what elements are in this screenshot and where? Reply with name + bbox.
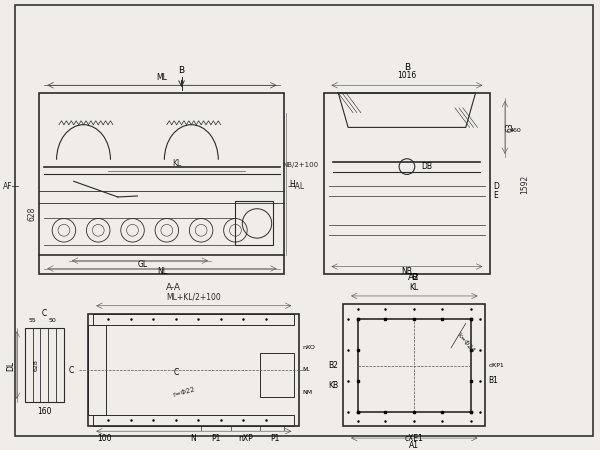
Text: NB: NB — [401, 267, 412, 276]
Text: 628: 628 — [34, 360, 39, 371]
Text: 50: 50 — [48, 319, 56, 324]
Text: C: C — [173, 368, 179, 377]
Text: NM: NM — [302, 390, 312, 395]
Bar — [260, 353, 294, 397]
Text: E: E — [493, 192, 498, 201]
Text: 100: 100 — [97, 434, 112, 443]
Text: cXE1: cXE1 — [404, 434, 423, 443]
Text: 1016: 1016 — [397, 72, 416, 81]
Text: P1: P1 — [270, 434, 280, 443]
Text: B2: B2 — [328, 361, 338, 370]
Text: M: M — [302, 368, 307, 373]
Text: 1592: 1592 — [520, 175, 529, 194]
Bar — [235, 201, 272, 245]
Text: 628: 628 — [28, 207, 37, 221]
Text: KB: KB — [328, 381, 338, 390]
Text: B: B — [178, 67, 185, 76]
Bar — [94, 414, 294, 426]
Text: A1: A1 — [409, 441, 419, 450]
Text: NB/2+100: NB/2+100 — [283, 162, 319, 168]
Text: C: C — [68, 366, 74, 375]
Text: DB: DB — [422, 162, 433, 171]
Text: B1: B1 — [488, 376, 498, 385]
Text: A-A: A-A — [166, 283, 181, 292]
Text: D: D — [493, 182, 499, 191]
Bar — [48, 328, 56, 402]
Text: KL: KL — [172, 158, 181, 167]
Text: nXO: nXO — [302, 345, 315, 350]
Bar — [343, 304, 485, 426]
Text: AF—: AF— — [2, 182, 20, 191]
Text: nXP: nXP — [238, 434, 253, 443]
Text: H: H — [289, 180, 295, 189]
Text: 160: 160 — [37, 407, 52, 416]
Bar — [25, 328, 64, 402]
Text: —AL: —AL — [287, 182, 304, 191]
Text: A2: A2 — [408, 273, 419, 282]
Text: KL: KL — [409, 283, 418, 292]
Bar — [94, 314, 294, 325]
Text: dXP1: dXP1 — [488, 363, 504, 368]
Text: N: N — [190, 434, 196, 443]
Bar — [40, 93, 284, 274]
Text: DL: DL — [6, 360, 15, 371]
Text: ML+KL/2+100: ML+KL/2+100 — [166, 293, 221, 302]
Text: C: C — [42, 310, 47, 319]
Text: P1: P1 — [211, 434, 221, 443]
Text: 460: 460 — [510, 128, 521, 133]
Text: 55: 55 — [29, 319, 37, 324]
Text: B: B — [404, 63, 410, 72]
Text: ML: ML — [157, 73, 167, 82]
Text: NL: NL — [157, 267, 167, 276]
Text: B: B — [411, 273, 417, 282]
Text: k=Φ24: k=Φ24 — [456, 332, 476, 354]
Bar — [358, 319, 470, 412]
Bar — [32, 328, 40, 402]
Bar — [88, 325, 106, 414]
Text: r=Φ22: r=Φ22 — [172, 386, 196, 398]
Text: 63: 63 — [505, 122, 514, 132]
Bar — [323, 93, 490, 274]
Text: GL: GL — [137, 260, 148, 269]
Bar — [88, 314, 299, 426]
